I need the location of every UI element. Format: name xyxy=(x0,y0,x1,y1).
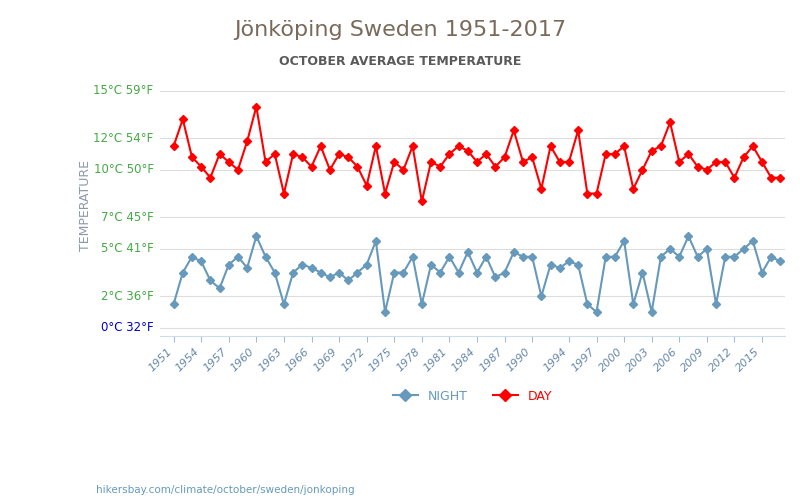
NIGHT xyxy=(647,309,657,315)
Text: 10°C 50°F: 10°C 50°F xyxy=(94,164,154,176)
DAY xyxy=(739,154,749,160)
NIGHT xyxy=(214,286,224,292)
Text: 12°C 54°F: 12°C 54°F xyxy=(94,132,154,144)
DAY xyxy=(417,198,426,204)
DAY xyxy=(242,138,252,144)
DAY xyxy=(169,143,178,149)
Line: DAY: DAY xyxy=(171,104,783,204)
NIGHT xyxy=(739,246,749,252)
NIGHT xyxy=(380,309,390,315)
NIGHT xyxy=(435,270,445,276)
Text: Jönköping Sweden 1951-2017: Jönköping Sweden 1951-2017 xyxy=(234,20,566,40)
NIGHT xyxy=(776,258,786,264)
DAY xyxy=(435,164,445,170)
Text: 15°C 59°F: 15°C 59°F xyxy=(94,84,154,98)
Y-axis label: TEMPERATURE: TEMPERATURE xyxy=(79,160,92,251)
Text: 7°C 45°F: 7°C 45°F xyxy=(101,210,154,224)
DAY xyxy=(776,174,786,180)
NIGHT xyxy=(251,233,261,239)
Text: 5°C 41°F: 5°C 41°F xyxy=(101,242,154,256)
DAY xyxy=(251,104,261,110)
Line: NIGHT: NIGHT xyxy=(171,234,783,315)
Text: 0°C 32°F: 0°C 32°F xyxy=(101,322,154,334)
NIGHT xyxy=(463,249,473,255)
Text: OCTOBER AVERAGE TEMPERATURE: OCTOBER AVERAGE TEMPERATURE xyxy=(279,55,521,68)
DAY xyxy=(214,151,224,157)
DAY xyxy=(463,148,473,154)
DAY xyxy=(647,148,657,154)
NIGHT xyxy=(242,265,252,271)
Text: hikersbay.com/climate/october/sweden/jonkoping: hikersbay.com/climate/october/sweden/jon… xyxy=(96,485,354,495)
Legend: NIGHT, DAY: NIGHT, DAY xyxy=(388,384,557,407)
Text: 2°C 36°F: 2°C 36°F xyxy=(101,290,154,302)
NIGHT xyxy=(169,301,178,307)
